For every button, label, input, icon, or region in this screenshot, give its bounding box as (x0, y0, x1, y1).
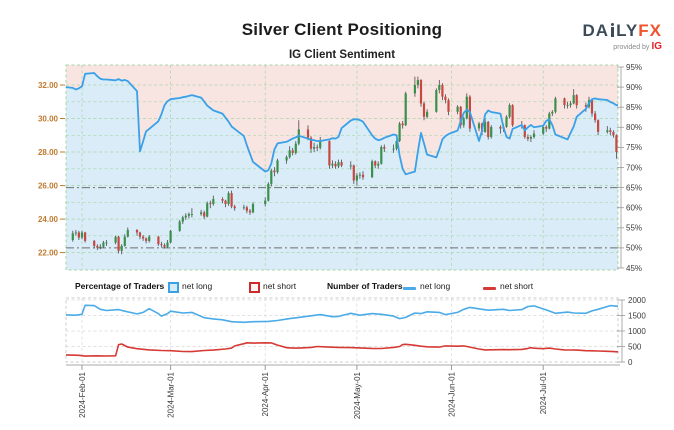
ig-logo: IG (651, 41, 662, 52)
logo-text-fx: FX (638, 21, 662, 40)
svg-text:1000: 1000 (628, 327, 646, 336)
provided-by: provided by IG (613, 41, 662, 52)
sentiment-area-fills (66, 65, 618, 270)
svg-text:65%: 65% (626, 183, 642, 192)
svg-text:24.00: 24.00 (38, 215, 59, 224)
page-title: Silver Client Positioning (241, 20, 443, 39)
price-candlestick-series (71, 76, 618, 255)
svg-text:90%: 90% (626, 83, 642, 92)
svg-text:85%: 85% (626, 103, 642, 112)
net-long-majority-fill (66, 73, 618, 270)
svg-text:32.00: 32.00 (38, 81, 59, 90)
svg-text:2024-Feb-01: 2024-Feb-01 (78, 371, 87, 417)
date-axis-labels: 2024-Feb-01 2024-Mar-01 2024-Apr-01 2024-Ma… (66, 364, 620, 419)
svg-text:50%: 50% (626, 244, 642, 253)
price-axis-labels: 32.00 30.00 28.00 26.00 24.00 22.00 (38, 81, 65, 257)
svg-text:2024-May-01: 2024-May-01 (353, 371, 362, 419)
sentiment-threshold-lines (66, 187, 618, 249)
svg-text:500: 500 (628, 342, 642, 351)
legend-net-short-square-icon (249, 282, 260, 293)
legend-percentage-of-traders: Percentage of Traders (75, 281, 165, 291)
svg-text:22.00: 22.00 (38, 248, 59, 257)
svg-text:60%: 60% (626, 204, 642, 213)
sentiment-axis-labels: 95% 90% 85% 80% 75% 70% 65% 60% 55% 50% 45% (617, 63, 642, 273)
logo-text-da: DA (582, 21, 610, 40)
svg-text:2024-Mar-01: 2024-Mar-01 (167, 371, 176, 417)
svg-text:0: 0 (628, 358, 633, 367)
legend-net-short-count-label: net short (500, 281, 534, 291)
legend-net-long-count-label: net long (420, 281, 451, 291)
svg-text:45%: 45% (626, 264, 642, 273)
legend-net-long-square-icon (168, 282, 179, 293)
dailyfx-logo: DA LYFX provided by IG (583, 22, 662, 52)
svg-text:2000: 2000 (628, 296, 646, 305)
svg-text:95%: 95% (626, 63, 642, 72)
svg-text:70%: 70% (626, 163, 642, 172)
logo-i-bar-icon (611, 23, 615, 37)
dailyfx-wordmark: DA LYFX (583, 22, 662, 39)
svg-text:2024-Jun-01: 2024-Jun-01 (448, 371, 457, 416)
svg-text:55%: 55% (626, 224, 642, 233)
count-line-net-short (65, 341, 618, 357)
svg-text:2024-Jul-01: 2024-Jul-01 (539, 371, 548, 414)
svg-text:28.00: 28.00 (38, 148, 59, 157)
main-gridlines (65, 64, 619, 271)
logo-text-ly: LY (616, 21, 639, 40)
trader-count-chart (65, 297, 619, 363)
pct-net-long-line (65, 72, 618, 176)
legend-net-long-line-icon (403, 286, 416, 290)
count-axis-labels: 2000 1500 1000 500 0 (617, 296, 646, 367)
count-line-net-long (65, 304, 618, 324)
svg-text:80%: 80% (626, 123, 642, 132)
legend-net-long-label: net long (182, 281, 213, 291)
legend-net-short-label: net short (263, 281, 297, 291)
svg-text:30.00: 30.00 (38, 114, 59, 123)
chart-subtitle: IG Client Sentiment (288, 49, 396, 61)
svg-text:75%: 75% (626, 143, 642, 152)
net-short-majority-fill (66, 65, 618, 175)
svg-text:1500: 1500 (628, 311, 646, 320)
legend-net-short-line-icon (483, 286, 496, 290)
svg-text:2024-Apr-01: 2024-Apr-01 (261, 371, 270, 416)
svg-text:26.00: 26.00 (38, 181, 59, 190)
legend-number-of-traders: Number of Traders (327, 281, 403, 291)
